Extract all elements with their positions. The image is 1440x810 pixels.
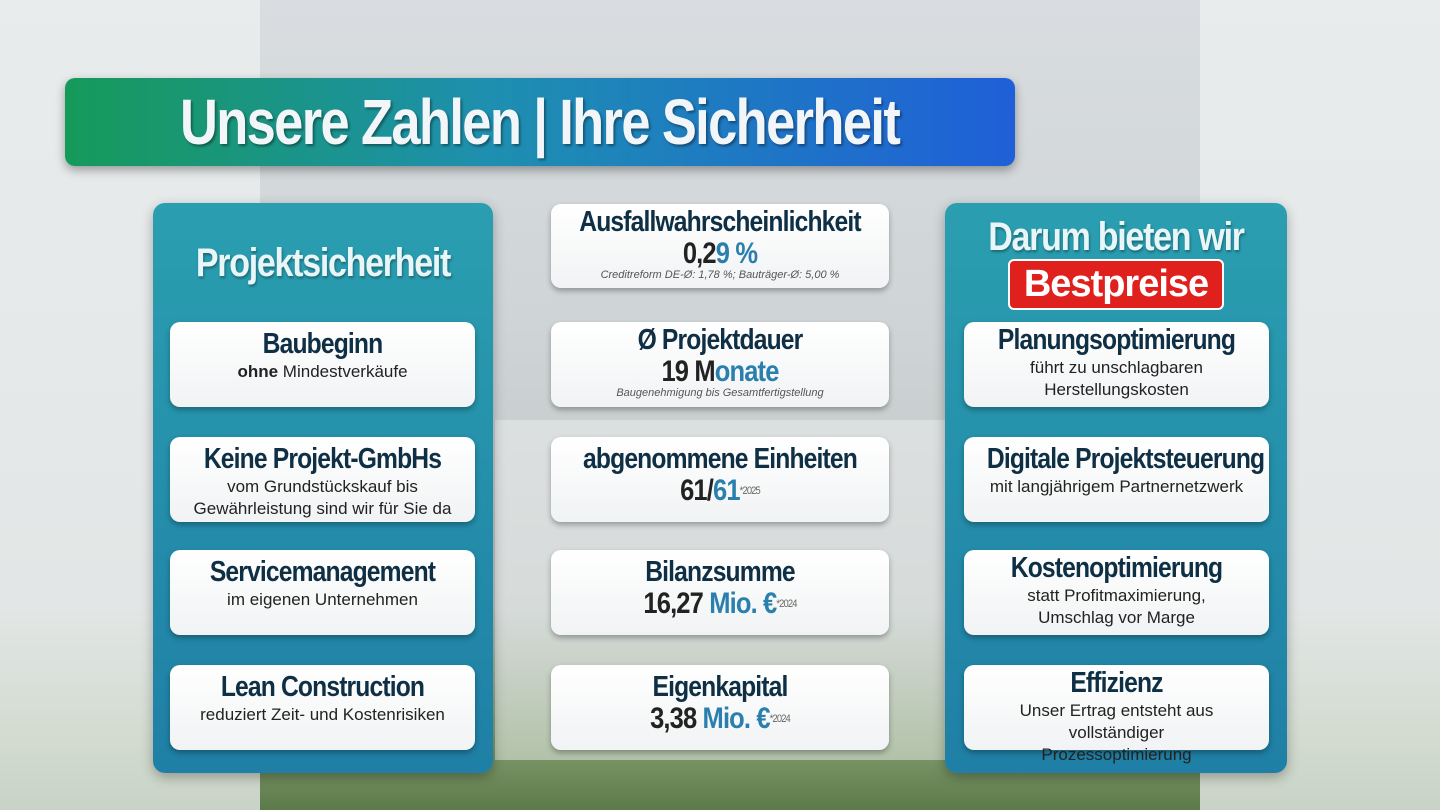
card-text: reduziert Zeit- und Kostenrisiken <box>200 705 445 724</box>
card-title: Lean Construction <box>220 671 425 703</box>
value-accent: 61 <box>713 474 741 507</box>
footnote: Baugenehmigung bis Gesamtfertigstellung <box>616 387 824 399</box>
card-title: abgenommene Einheiten <box>583 443 858 475</box>
card-text: führt zu unschlagbaren Herstellungskoste… <box>1030 358 1203 399</box>
page-title: Unsere Zahlen | Ihre Sicherheit <box>180 86 901 158</box>
footnote: Creditreform DE-Ø: 1,78 %; Bauträger-Ø: … <box>600 269 840 281</box>
left-panel-heading: Projektsicherheit <box>195 241 451 285</box>
card-eigenkapital: Eigenkapital 3,38 Mio. €*2024 <box>551 665 889 750</box>
value: 0,2 <box>682 237 717 270</box>
value: 61/ <box>680 474 714 507</box>
card-title: Servicemanagement <box>209 556 436 588</box>
card-text: vom Grundstückskauf bis Gewährleistung s… <box>193 477 452 518</box>
card-title: Bilanzsumme <box>645 556 795 588</box>
card-text: Unser Ertrag entsteht aus vollständiger … <box>1019 701 1214 764</box>
card-title: Ausfallwahrscheinlichkeit <box>579 206 861 238</box>
card-ausfallwahrscheinlichkeit: Ausfallwahrscheinlichkeit 0,29 % Creditr… <box>551 204 889 288</box>
title-banner: Unsere Zahlen | Ihre Sicherheit <box>65 78 1015 166</box>
card-text: mit langjährigem Partnernetzwerk <box>989 477 1244 496</box>
card-text: Mindestverkäufe <box>278 362 408 381</box>
value-accent: Mio. € <box>709 587 777 620</box>
card-text: statt Profitmaximierung, Umschlag vor Ma… <box>1027 586 1206 627</box>
card-servicemanagement: Servicemanagement im eigenen Unternehmen <box>170 550 475 635</box>
bestpreise-badge: Bestpreise <box>1007 259 1225 310</box>
card-title: Kostenoptimierung <box>1010 552 1223 584</box>
card-title: Effizienz <box>1070 667 1163 699</box>
card-title: Baubeginn <box>262 328 384 360</box>
card-title: Digitale Projektsteuerung <box>986 443 1265 475</box>
right-panel-heading: Darum bieten wir <box>988 215 1245 259</box>
card-text: im eigenen Unternehmen <box>227 590 418 609</box>
value-accent: Mio. € <box>702 702 771 735</box>
card-projektdauer: Ø Projektdauer 19 Monate Baugenehmigung … <box>551 322 889 407</box>
value: 3,38 <box>650 702 703 735</box>
card-kostenoptimierung: Kostenoptimierung statt Profitmaximierun… <box>964 550 1269 635</box>
card-baubeginn: Baubeginn ohne Mindestverkäufe <box>170 322 475 407</box>
card-text-bold: ohne <box>237 362 279 381</box>
card-digitale-projektsteuerung: Digitale Projektsteuerung mit langjährig… <box>964 437 1269 522</box>
card-title: Keine Projekt-GmbHs <box>203 443 442 475</box>
value-accent: 9 % <box>715 237 758 270</box>
card-title: Planungsoptimierung <box>997 324 1236 356</box>
year-superscript: *2024 <box>776 598 797 610</box>
card-planungsoptimierung: Planungsoptimierung führt zu unschlagbar… <box>964 322 1269 407</box>
year-superscript: *2024 <box>769 713 791 725</box>
year-superscript: *2025 <box>739 485 761 497</box>
value: 16,27 <box>643 587 710 620</box>
card-lean-construction: Lean Construction reduziert Zeit- und Ko… <box>170 665 475 750</box>
value: 19 M <box>661 355 715 388</box>
value-accent: onate <box>714 355 780 388</box>
card-title: Eigenkapital <box>652 671 788 703</box>
card-effizienz: Effizienz Unser Ertrag entsteht aus voll… <box>964 665 1269 764</box>
card-keine-projekt-gmbhs: Keine Projekt-GmbHs vom Grundstückskauf … <box>170 437 475 522</box>
card-title: Ø Projektdauer <box>637 324 804 356</box>
card-bilanzsumme: Bilanzsumme 16,27 Mio. €*2024 <box>551 550 889 635</box>
card-abgenommene-einheiten: abgenommene Einheiten 61/61*2025 <box>551 437 889 522</box>
